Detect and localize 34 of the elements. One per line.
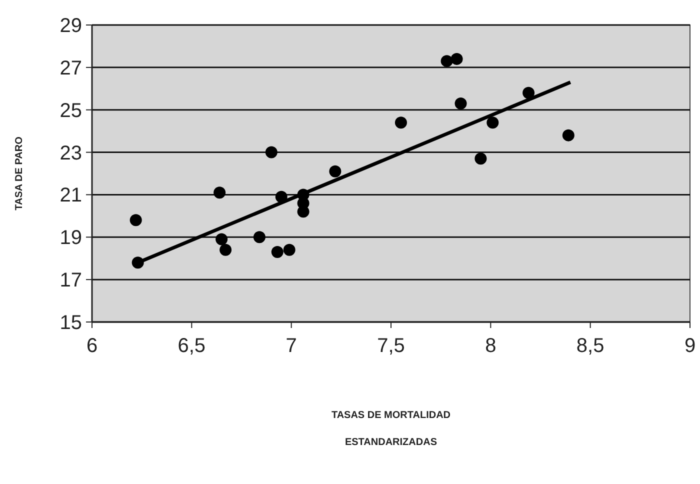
point — [454, 97, 467, 110]
y-tick-label: 25 — [60, 100, 82, 122]
point — [329, 165, 342, 178]
point — [474, 152, 487, 165]
text: TASAS DE MORTALIDAD ESTANDARIZADAS — [331, 410, 451, 448]
point — [486, 116, 499, 129]
point — [265, 146, 278, 158]
point — [130, 214, 142, 226]
point — [214, 186, 226, 199]
y-tick-label: 29 — [60, 15, 82, 37]
point — [253, 231, 266, 244]
y-axis-title: TASA DE PARO — [14, 136, 25, 210]
point — [216, 233, 228, 246]
y-tick-label: 23 — [60, 142, 82, 164]
y-tick-label: 19 — [60, 227, 82, 250]
point — [450, 52, 463, 65]
x-tick-label: 9 — [684, 335, 696, 357]
x-tick-label: 8,5 — [576, 335, 604, 357]
point — [220, 244, 232, 256]
x-tick-label: 8 — [485, 335, 496, 357]
point — [394, 116, 407, 129]
point — [271, 246, 284, 258]
point — [440, 55, 453, 68]
y-tick-label: 27 — [60, 57, 82, 80]
y-tick-label: 15 — [60, 312, 82, 334]
x-tick-label: 6,5 — [178, 335, 206, 357]
point — [522, 86, 535, 99]
y-tick-label: 21 — [60, 184, 82, 207]
y-tick-label: 17 — [60, 270, 82, 292]
x-tick-label: 7 — [286, 335, 297, 357]
point — [283, 244, 296, 256]
point — [562, 129, 574, 142]
x-tick-label: 6 — [86, 335, 98, 357]
x-tick-label: 7,5 — [377, 335, 405, 357]
